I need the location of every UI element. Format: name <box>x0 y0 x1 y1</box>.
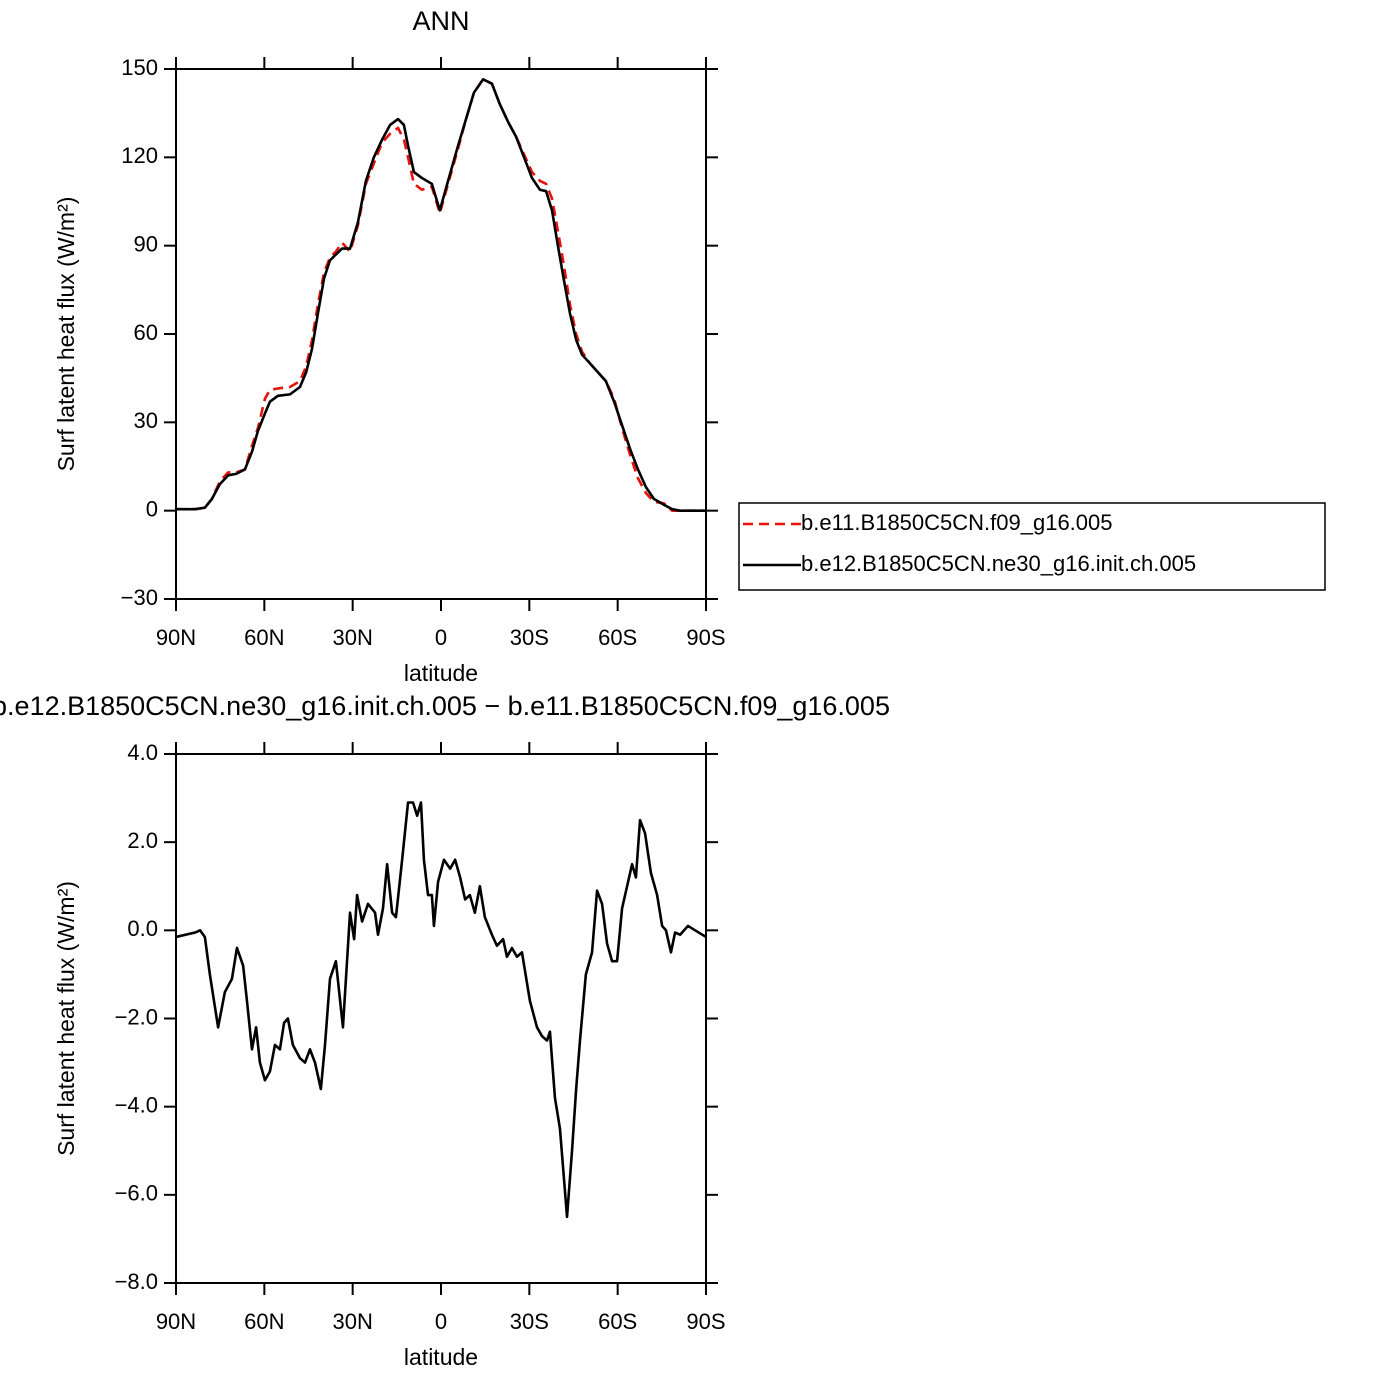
plot-frame <box>175 753 707 1284</box>
y-tick-label: −4.0 <box>115 1092 158 1117</box>
y-tick-label: −8.0 <box>115 1269 158 1294</box>
x-tick-label: 60S <box>598 1309 637 1334</box>
x-tick-label: 30S <box>510 1309 549 1334</box>
x-tick-label: 30N <box>332 625 372 650</box>
y-tick-label: 120 <box>121 143 158 168</box>
chart-title: b.e12.B1850C5CN.ne30_g16.init.ch.005 − b… <box>0 691 890 721</box>
x-tick-label: 90S <box>686 625 725 650</box>
x-tick-label: 90N <box>156 625 196 650</box>
y-axis-label: Surf latent heat flux (W/m²) <box>53 197 79 472</box>
data-line <box>175 801 707 1219</box>
x-tick-label: 0 <box>435 1309 447 1334</box>
x-tick-label: 60N <box>244 625 284 650</box>
x-tick-label: 90S <box>686 1309 725 1334</box>
x-tick-label: 90N <box>156 1309 196 1334</box>
y-axis-label: Surf latent heat flux (W/m²) <box>53 881 79 1156</box>
x-tick-label: 60S <box>598 625 637 650</box>
y-tick-label: 0 <box>146 496 158 521</box>
y-tick-label: −30 <box>121 585 158 610</box>
x-axis-label: latitude <box>404 1344 478 1370</box>
y-tick-label: 30 <box>134 408 158 433</box>
chart-title: ANN <box>412 6 469 36</box>
x-axis-label: latitude <box>404 660 478 686</box>
plot-frame <box>175 68 707 600</box>
x-tick-label: 30N <box>332 1309 372 1334</box>
y-tick-label: 90 <box>134 231 158 256</box>
y-tick-label: 60 <box>134 320 158 345</box>
y-tick-label: 0.0 <box>127 916 158 941</box>
y-tick-label: 150 <box>121 55 158 80</box>
legend-box <box>738 502 1326 591</box>
x-tick-label: 60N <box>244 1309 284 1334</box>
y-tick-label: −2.0 <box>115 1004 158 1029</box>
legend-label: b.e11.B1850C5CN.f09_g16.005 <box>801 510 1113 535</box>
x-tick-label: 30S <box>510 625 549 650</box>
y-tick-label: −6.0 <box>115 1181 158 1206</box>
data-line <box>176 78 706 512</box>
data-line <box>176 78 706 512</box>
legend-label: b.e12.B1850C5CN.ne30_g16.init.ch.005 <box>801 551 1196 576</box>
x-tick-label: 0 <box>435 625 447 650</box>
y-tick-label: 4.0 <box>127 740 158 765</box>
y-tick-label: 2.0 <box>127 828 158 853</box>
